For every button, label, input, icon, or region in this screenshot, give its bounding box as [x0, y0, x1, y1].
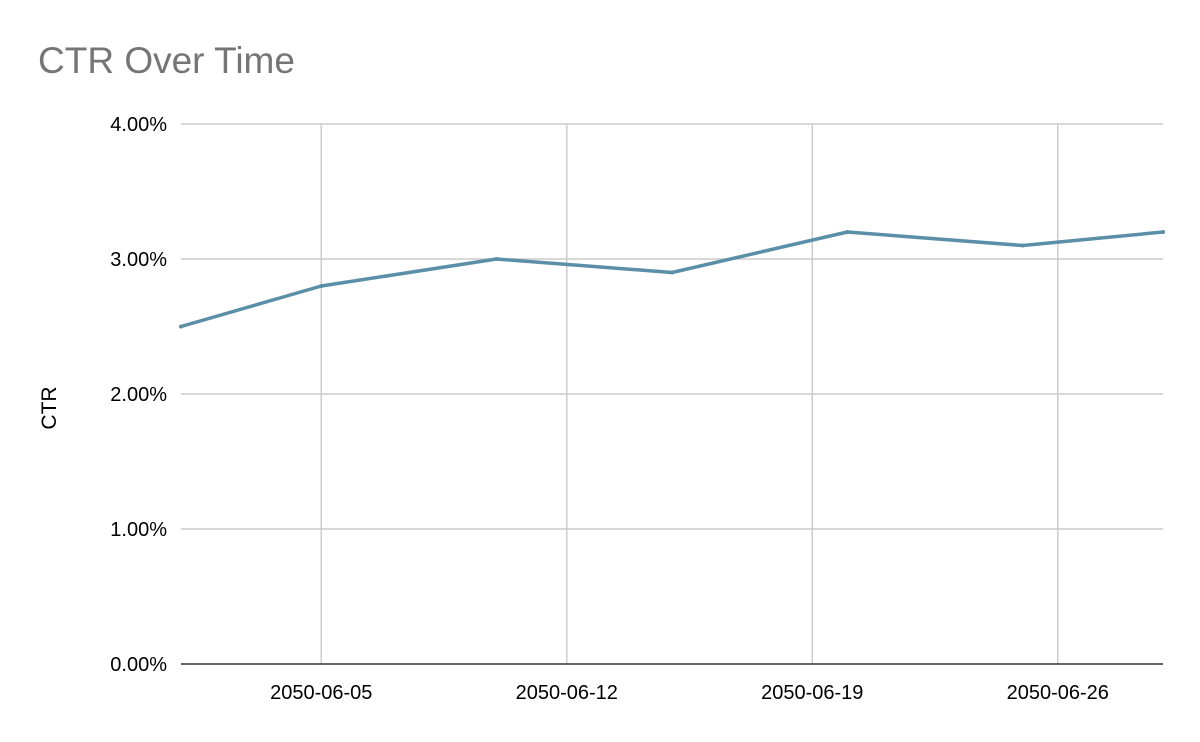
x-tick-label: 2050-06-12	[516, 682, 618, 704]
x-tick-label: 2050-06-19	[761, 682, 863, 704]
data-point	[179, 324, 183, 329]
data-point	[845, 230, 850, 234]
series-layer	[179, 230, 1165, 329]
tick-labels: 0.00% 1.00% 2.00% 3.00% 4.00% 2050-06-05 2050-…	[110, 114, 1109, 704]
y-tick-label: 4.00%	[110, 114, 167, 136]
x-tick-label: 2050-06-26	[1007, 682, 1109, 704]
data-point	[1161, 230, 1165, 234]
data-point	[670, 270, 674, 275]
y-tick-label: 0.00%	[110, 654, 167, 676]
y-tick-label: 1.00%	[110, 519, 167, 541]
data-point	[494, 257, 499, 261]
data-point	[1020, 243, 1025, 248]
y-tick-label: 2.00%	[110, 384, 167, 406]
gridlines	[181, 123, 1163, 664]
x-tick-label: 2050-06-05	[270, 682, 372, 704]
data-point	[319, 284, 324, 288]
y-tick-label: 3.00%	[110, 249, 167, 271]
chart-title: CTR Over Time	[38, 40, 295, 81]
series-line-0	[179, 230, 1165, 329]
